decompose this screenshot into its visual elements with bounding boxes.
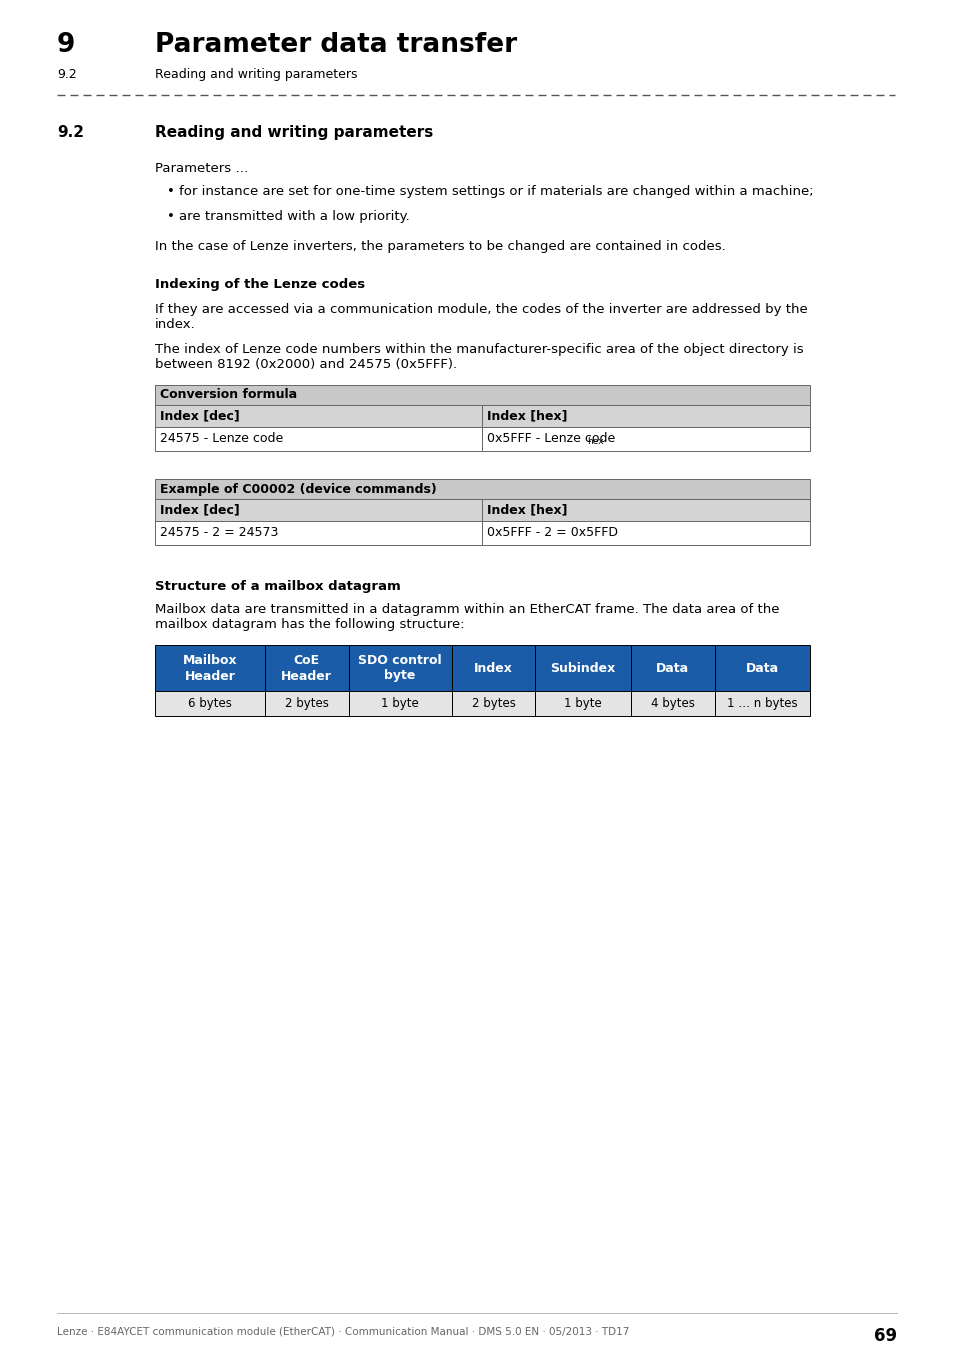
Text: •: • [167,185,174,198]
Text: 1 byte: 1 byte [563,697,601,710]
Bar [482,427,809,451]
Text: Index [hex]: Index [hex] [487,409,567,423]
Bar [630,645,714,691]
Text: 0x5FFF - 2 = 0x5FFD: 0x5FFF - 2 = 0x5FFD [487,526,618,540]
Text: 9.2: 9.2 [57,68,76,81]
Text: 9: 9 [57,32,75,58]
Text: for instance are set for one-time system settings or if materials are changed wi: for instance are set for one-time system… [179,185,813,198]
Text: hex: hex [587,437,603,447]
Text: Lenze · E84AYCET communication module (EtherCAT) · Communication Manual · DMS 5.: Lenze · E84AYCET communication module (E… [57,1327,629,1336]
Bar [154,645,264,691]
Text: Subindex: Subindex [550,662,615,675]
Text: CoE
Header: CoE Header [281,653,332,683]
Text: Data: Data [656,662,689,675]
Bar [630,691,714,716]
Text: Example of C00002 (device commands): Example of C00002 (device commands) [160,482,436,495]
Text: 2 bytes: 2 bytes [284,697,328,710]
Text: 6 bytes: 6 bytes [188,697,232,710]
Bar [348,691,451,716]
Bar [264,691,348,716]
Bar [154,405,482,427]
Text: Conversion formula: Conversion formula [160,389,296,401]
Text: 24575 - Lenze code: 24575 - Lenze code [160,432,283,446]
Text: Mailbox data are transmitted in a datagramm within an EtherCAT frame. The data a: Mailbox data are transmitted in a datagr… [154,603,779,616]
Text: 0x5FFF - Lenze code: 0x5FFF - Lenze code [487,432,615,446]
Text: 9.2: 9.2 [57,126,84,140]
Bar [451,645,535,691]
Text: mailbox datagram has the following structure:: mailbox datagram has the following struc… [154,618,464,630]
Bar [714,691,809,716]
Text: index.: index. [154,319,195,331]
Bar [714,645,809,691]
Text: 2 bytes: 2 bytes [471,697,515,710]
Bar [154,385,809,405]
Text: Structure of a mailbox datagram: Structure of a mailbox datagram [154,580,400,593]
Bar [154,500,482,521]
Bar [348,645,451,691]
Bar [482,521,809,545]
Text: Parameter data transfer: Parameter data transfer [154,32,517,58]
Text: Indexing of the Lenze codes: Indexing of the Lenze codes [154,278,365,292]
Text: 24575 - 2 = 24573: 24575 - 2 = 24573 [160,526,278,540]
Bar [535,691,630,716]
Text: In the case of Lenze inverters, the parameters to be changed are contained in co: In the case of Lenze inverters, the para… [154,240,725,252]
Text: Parameters …: Parameters … [154,162,248,176]
Bar [482,405,809,427]
Bar [154,427,482,451]
Bar [154,691,264,716]
Text: Mailbox
Header: Mailbox Header [182,653,237,683]
Text: SDO control
byte: SDO control byte [357,653,441,683]
Text: Reading and writing parameters: Reading and writing parameters [154,126,433,140]
Text: Index: Index [474,662,513,675]
Text: 4 bytes: 4 bytes [650,697,694,710]
Text: Data: Data [745,662,778,675]
Text: Index [dec]: Index [dec] [160,504,239,517]
Text: •: • [167,211,174,223]
Text: 69: 69 [873,1327,896,1345]
Text: 1 … n bytes: 1 … n bytes [726,697,797,710]
Text: The index of Lenze code numbers within the manufacturer-specific area of the obj: The index of Lenze code numbers within t… [154,343,802,356]
Bar [451,691,535,716]
Bar [535,645,630,691]
Bar [264,645,348,691]
Text: Reading and writing parameters: Reading and writing parameters [154,68,357,81]
Text: 1 byte: 1 byte [381,697,418,710]
Text: Index [hex]: Index [hex] [487,504,567,517]
Text: are transmitted with a low priority.: are transmitted with a low priority. [179,211,410,223]
Bar [482,500,809,521]
Bar [154,521,482,545]
Text: If they are accessed via a communication module, the codes of the inverter are a: If they are accessed via a communication… [154,302,807,316]
Text: Index [dec]: Index [dec] [160,409,239,423]
Text: between 8192 (0x2000) and 24575 (0x5FFF).: between 8192 (0x2000) and 24575 (0x5FFF)… [154,358,456,371]
Bar [154,479,809,500]
